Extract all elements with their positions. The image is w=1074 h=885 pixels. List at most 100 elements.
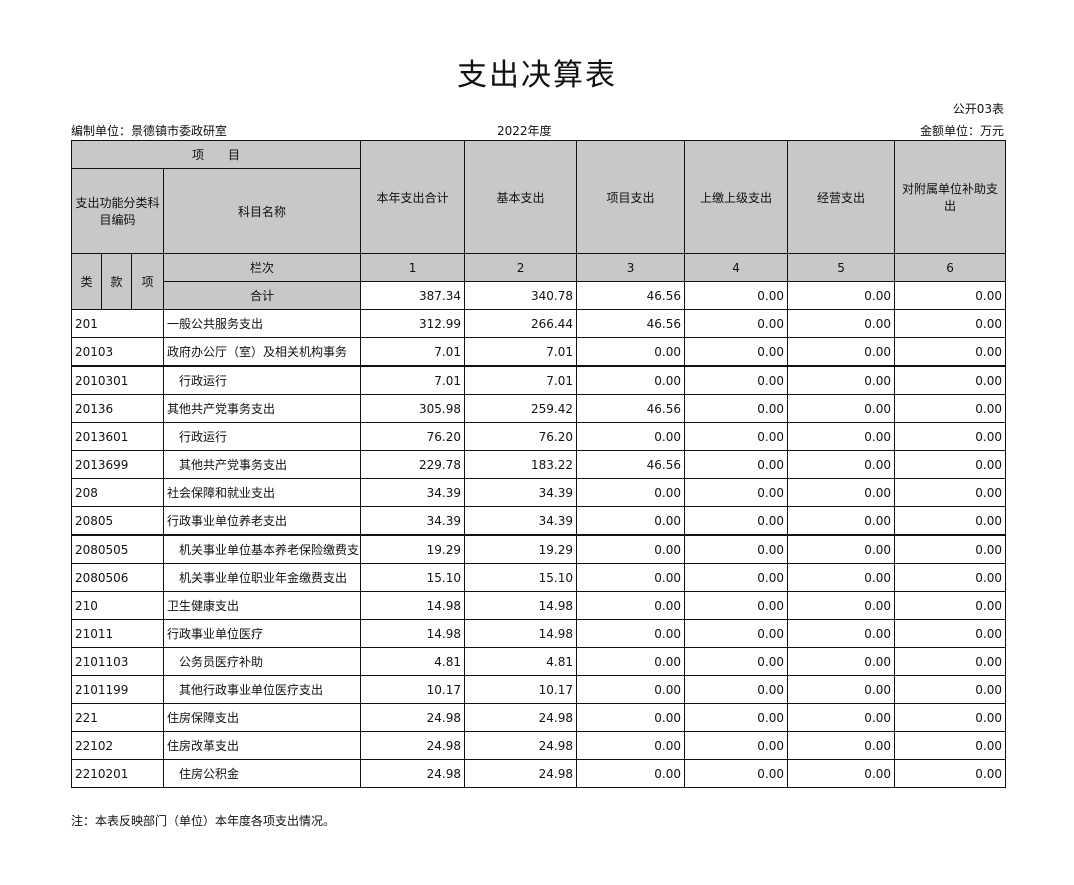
- table-row: 221 住房保障支出 24.98 24.98 0.00 0.00 0.00 0.00: [71, 703, 1007, 732]
- cell-value: 0.00: [684, 337, 789, 367]
- cell-code: 2010301: [71, 365, 164, 395]
- cell-value: 0.00: [894, 365, 1007, 395]
- cell-value: 15.10: [360, 563, 466, 592]
- cell-value: 0.00: [576, 422, 686, 451]
- cell-value: 0.00: [787, 309, 896, 338]
- total-value: 387.34: [360, 281, 466, 310]
- cell-value: 0.00: [684, 309, 789, 338]
- cell-value: 34.39: [360, 478, 466, 507]
- cell-value: 10.17: [360, 675, 466, 704]
- cell-value: 0.00: [684, 450, 789, 479]
- cell-value: 19.29: [464, 534, 578, 564]
- cell-value: 0.00: [894, 337, 1007, 367]
- cell-value: 259.42: [464, 394, 578, 423]
- table-row: 2210201 住房公积金 24.98 24.98 0.00 0.00 0.00 0.00: [71, 759, 1007, 788]
- cell-value: 24.98: [360, 703, 466, 732]
- cell-value: 0.00: [894, 450, 1007, 479]
- cell-value: 24.98: [360, 731, 466, 760]
- cell-code: 20103: [71, 337, 164, 367]
- cell-code: 21011: [71, 619, 164, 648]
- header-code: 支出功能分类科目编码: [71, 168, 164, 254]
- header-name: 科目名称: [162, 168, 362, 254]
- cell-code: 2013699: [71, 450, 164, 479]
- header-kuan: 款: [101, 253, 132, 310]
- cell-value: 15.10: [464, 563, 578, 592]
- cell-value: 0.00: [787, 337, 896, 367]
- table-row: 21011 行政事业单位医疗 14.98 14.98 0.00 0.00 0.00 0.00: [71, 619, 1007, 648]
- form-number: 公开03表: [952, 102, 1004, 116]
- cell-value: 0.00: [787, 731, 896, 760]
- cell-value: 14.98: [360, 619, 466, 648]
- cell-value: 312.99: [360, 309, 466, 338]
- cell-value: 0.00: [894, 422, 1007, 451]
- cell-name: 社会保障和就业支出: [162, 478, 362, 507]
- cell-value: 0.00: [684, 619, 789, 648]
- cell-value: 24.98: [360, 759, 466, 788]
- cell-value: 0.00: [684, 534, 789, 564]
- cell-value: 46.56: [576, 309, 686, 338]
- cell-value: 0.00: [576, 534, 686, 564]
- cell-value: 34.39: [464, 478, 578, 507]
- cell-value: 4.81: [464, 647, 578, 676]
- table-row: 2101103 公务员医疗补助 4.81 4.81 0.00 0.00 0.00 0.00: [71, 647, 1007, 676]
- cell-value: 0.00: [894, 309, 1007, 338]
- cell-value: 0.00: [787, 365, 896, 395]
- cell-value: 0.00: [894, 591, 1007, 620]
- cell-value: 0.00: [787, 450, 896, 479]
- cell-value: 0.00: [684, 365, 789, 395]
- cell-value: 0.00: [576, 619, 686, 648]
- col-number: 5: [787, 253, 896, 282]
- cell-value: 0.00: [894, 394, 1007, 423]
- cell-value: 0.00: [894, 759, 1007, 788]
- cell-code: 2080505: [71, 534, 164, 564]
- cell-name: 住房公积金: [162, 759, 362, 788]
- table-row: 22102 住房改革支出 24.98 24.98 0.00 0.00 0.00 0.00: [71, 731, 1007, 760]
- cell-value: 0.00: [576, 478, 686, 507]
- cell-value: 0.00: [787, 534, 896, 564]
- cell-value: 0.00: [787, 591, 896, 620]
- header-c6: 对附属单位补助支出: [894, 140, 1007, 254]
- cell-value: 0.00: [576, 563, 686, 592]
- cell-value: 34.39: [360, 506, 466, 536]
- cell-name: 公务员医疗补助: [162, 647, 362, 676]
- cell-value: 0.00: [576, 703, 686, 732]
- header-lei: 类: [71, 253, 102, 310]
- cell-value: 0.00: [684, 478, 789, 507]
- header-xiang: 项: [131, 253, 164, 310]
- total-row: 合计 387.34 340.78 46.56 0.00 0.00 0.00: [72, 281, 1007, 310]
- cell-value: 0.00: [684, 703, 789, 732]
- cell-name: 住房改革支出: [162, 731, 362, 760]
- col-number: 1: [360, 253, 466, 282]
- cell-name: 机关事业单位职业年金缴费支出: [162, 563, 362, 592]
- cell-value: 0.00: [894, 675, 1007, 704]
- total-value: 0.00: [684, 281, 789, 310]
- cell-name: 政府办公厅（室）及相关机构事务: [162, 337, 362, 367]
- header-item: 项 目: [70, 140, 362, 169]
- cell-value: 0.00: [684, 591, 789, 620]
- cell-value: 183.22: [464, 450, 578, 479]
- cell-value: 0.00: [894, 506, 1007, 536]
- cell-value: 0.00: [684, 759, 789, 788]
- cell-name: 卫生健康支出: [162, 591, 362, 620]
- cell-code: 2210201: [71, 759, 164, 788]
- cell-name: 住房保障支出: [162, 703, 362, 732]
- cell-value: 24.98: [464, 759, 578, 788]
- cell-value: 14.98: [464, 619, 578, 648]
- cell-value: 0.00: [787, 506, 896, 536]
- table-row: 20103 政府办公厅（室）及相关机构事务 7.01 7.01 0.00 0.00 0.00…: [71, 337, 1007, 367]
- cell-value: 0.00: [787, 422, 896, 451]
- cell-value: 7.01: [464, 337, 578, 367]
- total-value: 340.78: [464, 281, 578, 310]
- total-label: 合计: [162, 281, 362, 310]
- cell-value: 305.98: [360, 394, 466, 423]
- cell-code: 221: [71, 703, 164, 732]
- cell-value: 0.00: [684, 563, 789, 592]
- table-row: 2080505 机关事业单位基本养老保险缴费支出 19.29 19.29 0.00 0.…: [71, 534, 1007, 564]
- cell-code: 2080506: [71, 563, 164, 592]
- table-row: 2010301 行政运行 7.01 7.01 0.00 0.00 0.00 0.00: [71, 365, 1007, 395]
- cell-code: 2101199: [71, 675, 164, 704]
- cell-name: 一般公共服务支出: [162, 309, 362, 338]
- total-value: 0.00: [787, 281, 896, 310]
- header-c5: 经营支出: [787, 140, 896, 254]
